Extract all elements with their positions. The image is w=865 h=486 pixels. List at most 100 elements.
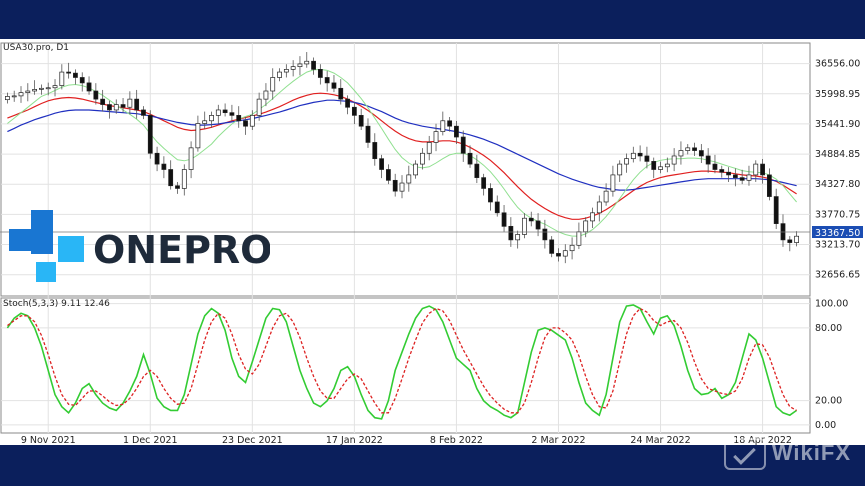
candle-bear [528, 217, 534, 222]
logo-square-1 [9, 229, 31, 251]
candle-bull [583, 220, 589, 233]
candle-bear [66, 71, 72, 74]
candle-bear [351, 106, 357, 116]
candle-bear [739, 177, 745, 181]
candle-bear [447, 120, 453, 127]
stoch-signal-line [7, 307, 797, 414]
candle-bear [317, 69, 323, 78]
candle-bear [147, 115, 153, 154]
chart-background [0, 39, 865, 445]
candle-bull [685, 147, 691, 151]
chart-frame: 36556.00 35998.95 35441.90 34884.85 34327.80… [0, 39, 865, 446]
logo-square-4 [58, 236, 84, 262]
time-tick-label: 17 Jan 2022 [326, 435, 383, 445]
candles [5, 52, 799, 264]
candle-bear [100, 98, 106, 105]
candle-bull [304, 60, 310, 65]
candle-bull [753, 163, 759, 176]
candle-bear [365, 125, 371, 143]
candle-bull [433, 131, 439, 143]
candle-bull [406, 174, 412, 184]
stoch-tick-label: 100.00 [815, 299, 848, 310]
onepro-logo-mark: ONEPRO [9, 210, 272, 282]
candle-bull [515, 234, 521, 241]
symbol-label: USA30.pro, D1 [3, 43, 69, 53]
current-price-label: 33367.50 [815, 228, 860, 239]
stoch-tick-label: 20.00 [815, 396, 842, 407]
ma-fast-line [7, 92, 797, 220]
candle-bull [39, 87, 44, 90]
candle-bull [426, 142, 432, 154]
price-tick-label: 33213.70 [815, 240, 860, 251]
candle-bear [719, 169, 725, 173]
candle-bear [168, 169, 174, 187]
candle-bear [651, 161, 657, 170]
candle-bear [535, 220, 541, 230]
price-tick-label: 34884.85 [815, 149, 860, 160]
candle-bear [712, 163, 718, 170]
wikifx-watermark: WikiFX [723, 438, 851, 470]
candle-bear [726, 171, 731, 176]
candle-bull [32, 89, 38, 92]
candle-bear [93, 90, 99, 100]
candle-bull [45, 87, 51, 90]
ma-slow-line [7, 99, 797, 191]
logo-square-5 [36, 262, 56, 282]
price-tick-label: 32656.65 [815, 270, 860, 281]
candle-bear [467, 152, 473, 165]
candle-bull [270, 77, 276, 92]
candle-bear [243, 120, 248, 127]
candle-bear [311, 60, 316, 70]
candle-bear [494, 201, 500, 214]
wikifx-text: WikiFX [771, 439, 851, 465]
candle-bull [18, 92, 24, 97]
candle-bear [549, 239, 555, 254]
candle-bear [760, 163, 765, 176]
candle-bear [392, 179, 398, 192]
axis-labels: 36556.00 35998.95 35441.90 34884.85 34327.80… [21, 59, 861, 446]
candle-bear [698, 150, 704, 157]
candle-bull [127, 98, 133, 108]
stochastic-lines [6, 304, 798, 420]
candle-bear [222, 109, 228, 114]
candle-bear [766, 174, 772, 197]
candle-bull [256, 98, 262, 116]
candle-bear [460, 136, 466, 154]
candle-bear [705, 155, 711, 165]
candle-bear [732, 174, 738, 178]
candle-bear [542, 228, 548, 241]
candle-bull [181, 169, 187, 189]
candle-bear [141, 109, 146, 116]
candle-bull [630, 152, 636, 160]
time-tick-label: 8 Feb 2022 [430, 435, 483, 445]
candle-bear [134, 98, 140, 111]
price-tick-label: 36556.00 [815, 59, 860, 70]
candle-bear [154, 152, 160, 165]
time-tick-label: 24 Mar 2022 [630, 435, 690, 445]
candle-bull [746, 174, 752, 181]
candle-bear [454, 125, 459, 138]
candle-bear [236, 115, 242, 122]
candle-bull [794, 235, 799, 243]
oscillator-label: Stoch(5,3,3) 9.11 12.46 [3, 299, 110, 309]
candle-bear [372, 142, 378, 160]
candle-bull [290, 66, 296, 70]
candle-bear [73, 72, 78, 78]
candle-bull [202, 120, 208, 124]
candle-bull [277, 71, 282, 78]
candle-bull [59, 71, 65, 86]
candle-bull [522, 217, 527, 235]
candle-bull [420, 152, 425, 165]
candle-bear [229, 112, 235, 116]
time-tick-label: 9 Nov 2021 [21, 435, 76, 445]
candle-bear [107, 104, 112, 111]
candle-bull [11, 95, 17, 98]
price-tick-label: 35441.90 [815, 119, 860, 130]
candle-bear [556, 253, 561, 257]
candle-bull [413, 163, 418, 176]
price-tick-label: 33770.75 [815, 209, 860, 220]
candle-bear [324, 77, 330, 84]
wikifx-icon [723, 438, 766, 470]
candle-bull [671, 155, 677, 165]
grid-layer [1, 43, 810, 433]
